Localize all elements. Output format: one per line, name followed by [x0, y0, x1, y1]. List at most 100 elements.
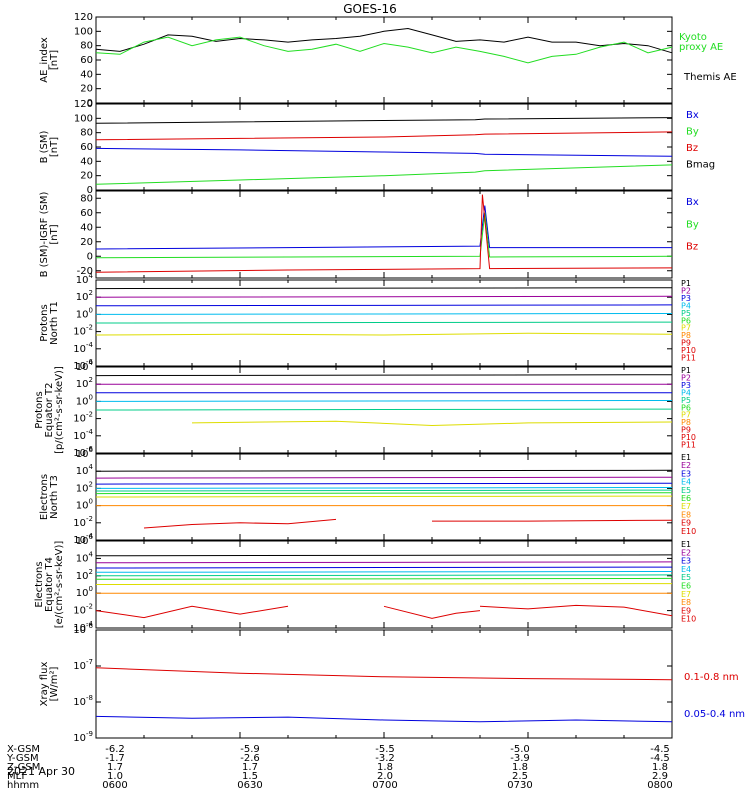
panel-5-legend-item: P8 [681, 418, 691, 427]
panel-7-series-e7 [95, 583, 673, 585]
orbit-row-value: -4.5 [650, 744, 670, 755]
panel-8-ytick-label: 10-9 [73, 730, 93, 744]
panel-4-legend-item: P7 [681, 324, 691, 333]
orbit-table: X-GSM -6.2 -5.9 -5.5 -5.0 -4.5 Y-GSM -1.7 -2.6 -3… [6, 744, 673, 791]
panel-8-ytick-label: 10-6 [73, 622, 93, 636]
orbit-row-value: 0730 [507, 780, 532, 791]
orbit-row-value: 1.7 [107, 762, 123, 773]
panel-4-series-p7 [95, 332, 673, 336]
orbit-row-value: -5.5 [375, 744, 395, 755]
panel-7-series-e3 [95, 566, 673, 569]
panel-3-ytick-label: 80 [80, 193, 93, 204]
orbit-row-value: -5.0 [510, 744, 530, 755]
panel-5-legend-item: P3 [681, 381, 691, 390]
panel-2-series-bz [95, 131, 673, 141]
orbit-row-value: 0800 [647, 780, 672, 791]
panel-6-ytick-label: 10-4 [73, 532, 93, 546]
panel-6-ylabel: Electrons [39, 474, 50, 520]
orbit-row-value: 0630 [237, 780, 262, 791]
panel-6-legend-item: E9 [681, 519, 691, 528]
orbit-row-label: hhmm [7, 780, 39, 791]
panel-5-ytick-label: 100 [76, 393, 93, 407]
panel-5-ytick-label: 104 [76, 359, 94, 373]
panel-8-ytick-label: 10-7 [73, 658, 93, 672]
panel-8-legend-item: 0.1-0.8 nm [684, 672, 739, 683]
panel-6-series-e2 [95, 476, 673, 479]
panel-8: 10-9 10-8 10-7 10-6 Xray flux [W/m²] 0.1-0.8 n… [39, 622, 745, 744]
panel-1-ytick-label: 100 [74, 26, 93, 37]
panel-5-series-p1 [95, 374, 673, 377]
panel-2-ytick-label: 100 [74, 113, 93, 124]
panel-6-series-e5 [95, 489, 673, 492]
panel-1-legend-item: Kyoto [679, 32, 707, 43]
panel-7-ytick-label: 102 [76, 568, 93, 582]
panel-7-series-e4 [95, 571, 673, 573]
panel-5-legend-item: P11 [681, 441, 696, 450]
panel-8-series-0-1-0-8-nm [95, 667, 673, 681]
panel-2-series-bmag [95, 117, 673, 124]
panel-6-series-e10 [432, 519, 673, 522]
panel-2-legend-item: Bmag [686, 160, 715, 171]
orbit-row-value: -3.9 [510, 753, 530, 764]
orbit-row-value: 1.7 [242, 762, 258, 773]
panel-3-legend-item: Bx [686, 197, 699, 208]
panel-2-legend-item: By [686, 127, 699, 138]
panel-5-legend-item: P10 [681, 433, 696, 442]
panel-1-legend-item: proxy AE [679, 42, 723, 53]
panel-6-ytick-label: 100 [76, 498, 93, 512]
panel-7-series-e6 [95, 577, 673, 580]
panel-4-series-p5 [95, 321, 673, 324]
panel-4-legend-item: P3 [681, 294, 691, 303]
panel-4-legend-item: P11 [681, 354, 696, 363]
orbit-row-value: 1.5 [242, 771, 258, 782]
panel-7-legend-item: E7 [681, 590, 691, 599]
orbit-row-label: MLT [7, 771, 27, 782]
panel-7-legend-item: E4 [681, 565, 691, 574]
panel-6-legend-item: E2 [681, 461, 691, 470]
panel-4-ytick-label: 10-6 [73, 358, 93, 372]
panel-2-ytick-label: 20 [80, 171, 93, 182]
panel-2-ytick-label: 0 [87, 185, 93, 196]
panel-4-legend-item: P1 [681, 279, 691, 288]
panel-3-ytick-label: 40 [80, 222, 93, 233]
panel-8-legend-item: 0.05-0.4 nm [684, 709, 745, 720]
panel-5-legend-item: P6 [681, 403, 691, 412]
panel-7-legend-item: E5 [681, 573, 691, 582]
panel-6-series-e6 [95, 492, 673, 495]
panel-5: 10-6 10-4 10-2 100 102 104 Protons Equator T2 [p… [34, 359, 696, 459]
panel-7-legend-item: E2 [681, 548, 691, 557]
panel-5-legend-item: P5 [681, 396, 691, 405]
panel-3-legend-item: By [686, 219, 699, 230]
panel-3-ytick-label: -20 [77, 266, 93, 277]
panel-1-ylabel: [nT] [49, 50, 60, 70]
orbit-row-value: 1.8 [512, 762, 528, 773]
panel-7-series-e10 [383, 605, 481, 619]
panel-6-legend-item: E1 [681, 453, 691, 462]
panel-5-ylabel: [p/(cm²-s-sr-keV)] [54, 366, 65, 454]
panel-4-series-p1 [95, 287, 673, 290]
panel-6-series-e1 [95, 469, 673, 472]
panel-1-ylabel: AE_index [39, 37, 50, 83]
orbit-row-label: X-GSM [7, 744, 40, 755]
panel-5-ylabel: Protons [34, 391, 45, 428]
panel-1-ytick-label: 0 [87, 98, 93, 109]
panel-1-ytick-label: 20 [80, 84, 93, 95]
panel-1-series-kyoto-proxy-ae [95, 36, 673, 64]
plot-title: GOES-16 [343, 2, 397, 16]
panel-2-ytick-label: 40 [80, 156, 93, 167]
panel-4-legend-item: P10 [681, 346, 696, 355]
panel-7-ylabel: Equator T4 [44, 557, 55, 612]
panel-3-frame [95, 190, 673, 279]
panel-4-legend-item: P5 [681, 309, 691, 318]
panel-6-ytick-label: 10-2 [73, 515, 93, 529]
orbit-row-value: 0600 [102, 780, 127, 791]
panel-2-ylabel: B (SM) [39, 130, 50, 163]
panel-6-series-e10 [143, 518, 337, 529]
panel-4-ytick-label: 10-4 [73, 341, 93, 355]
panel-7-ylabel: Electrons [34, 561, 45, 607]
panel-3-ylabel: [nT] [49, 224, 60, 244]
orbit-row-value: -3.2 [375, 753, 395, 764]
